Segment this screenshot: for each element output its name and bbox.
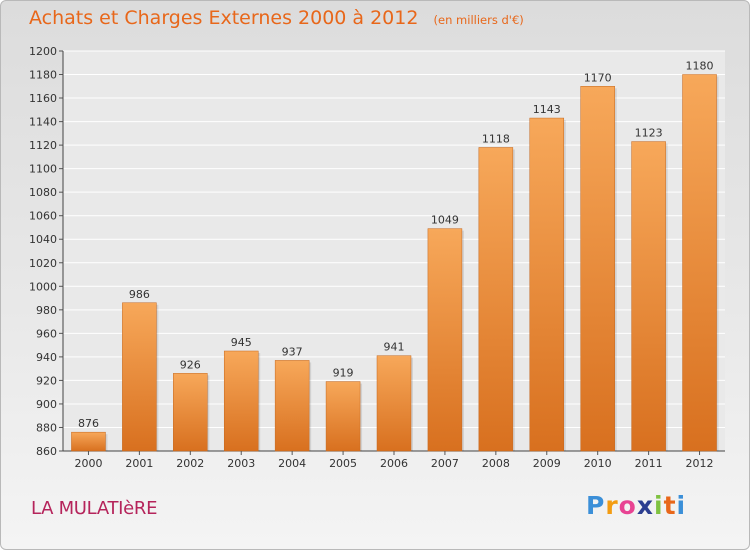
logo-letter: i [676, 491, 687, 520]
data-label: 1118 [482, 132, 510, 145]
data-label: 986 [129, 288, 150, 301]
data-label: 926 [180, 358, 201, 371]
y-tick-label: 980 [36, 304, 57, 317]
bar [122, 302, 157, 452]
y-tick-label: 1000 [29, 280, 57, 293]
y-tick-label: 900 [36, 398, 57, 411]
y-tick-label: 1120 [29, 139, 57, 152]
bar [580, 86, 615, 452]
bar [682, 74, 717, 452]
x-tick-label: 2003 [227, 457, 255, 470]
chart-title: Achats et Charges Externes 2000 à 2012 [29, 7, 419, 29]
data-label: 876 [78, 417, 99, 430]
bar [376, 355, 412, 452]
bar [529, 117, 565, 452]
x-tick-label: 2002 [176, 457, 204, 470]
data-label: 1170 [584, 71, 612, 84]
y-tick-label: 1140 [29, 116, 57, 129]
y-tick-label: 940 [36, 351, 57, 364]
y-tick-label: 1060 [29, 210, 57, 223]
x-tick-label: 2005 [329, 457, 357, 470]
data-label: 1180 [686, 60, 714, 73]
y-tick-label: 1020 [29, 257, 57, 270]
logo-letter: o [618, 491, 637, 520]
chart-title-block: Achats et Charges Externes 2000 à 2012 (… [29, 7, 524, 29]
logo-letter: P [586, 491, 606, 520]
chart-unit: (en milliers d'€) [433, 13, 524, 27]
proxiti-logo: Proxiti [586, 491, 686, 520]
y-tick-label: 1080 [29, 186, 57, 199]
x-tick-label: 2008 [482, 457, 510, 470]
x-tick-label: 2004 [278, 457, 306, 470]
y-tick-label: 1200 [29, 45, 57, 58]
data-label: 1143 [533, 103, 561, 116]
x-tick-label: 2010 [584, 457, 612, 470]
bar [173, 373, 208, 452]
bar [223, 350, 259, 452]
data-label: 919 [333, 367, 354, 380]
y-tick-label: 960 [36, 327, 57, 340]
x-tick-label: 2001 [125, 457, 153, 470]
y-tick-label: 1180 [29, 69, 57, 82]
data-label: 1049 [431, 214, 459, 227]
bar [427, 228, 463, 452]
y-tick-label: 1160 [29, 92, 57, 105]
x-tick-label: 2009 [533, 457, 561, 470]
y-tick-label: 860 [36, 445, 57, 458]
data-label: 1123 [635, 127, 663, 140]
bar [631, 141, 666, 452]
y-tick-label: 1040 [29, 233, 57, 246]
logo-letter: i [654, 491, 664, 520]
x-tick-label: 2000 [74, 457, 102, 470]
y-tick-label: 880 [36, 421, 57, 434]
y-tick-label: 920 [36, 374, 57, 387]
bar [325, 381, 361, 452]
logo-letter: r [605, 491, 619, 520]
bar [71, 431, 106, 452]
logo-letter: x [636, 491, 654, 520]
data-label: 941 [384, 341, 405, 354]
x-tick-label: 2011 [635, 457, 663, 470]
data-label: 937 [282, 345, 303, 358]
y-tick-label: 1100 [29, 163, 57, 176]
x-tick-label: 2006 [380, 457, 408, 470]
commune-name: LA MULATIèRE [31, 498, 158, 519]
logo-letter: t [663, 491, 677, 520]
x-tick-label: 2007 [431, 457, 459, 470]
bar [274, 360, 310, 452]
data-label: 945 [231, 336, 252, 349]
x-tick-label: 2012 [686, 457, 714, 470]
bar [478, 147, 514, 452]
